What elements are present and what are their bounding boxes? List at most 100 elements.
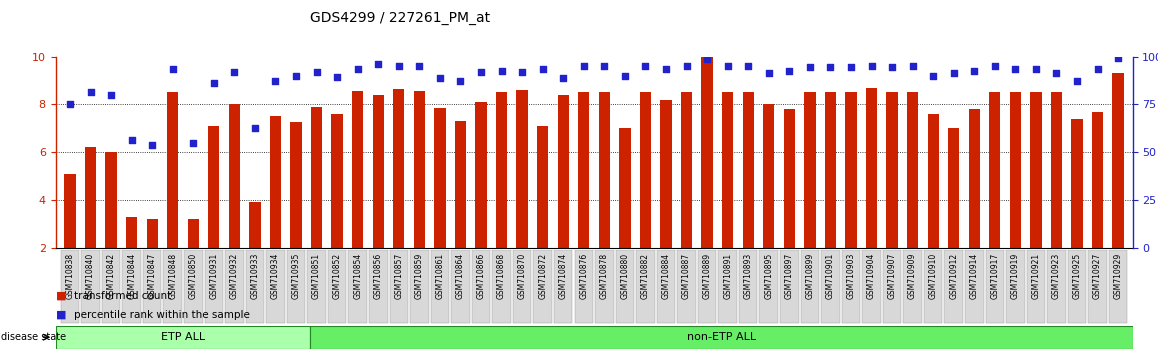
Bar: [513, 250, 532, 323]
Text: GSM710903: GSM710903: [846, 252, 856, 299]
Bar: [455, 121, 467, 248]
Bar: [492, 250, 511, 323]
Point: [800, 64, 819, 70]
Bar: [476, 102, 486, 248]
Point: [636, 63, 654, 69]
Bar: [60, 250, 79, 323]
Bar: [229, 104, 240, 248]
Text: disease state: disease state: [1, 332, 66, 342]
Bar: [81, 250, 100, 323]
Bar: [698, 250, 717, 323]
Point: [1109, 55, 1128, 61]
Bar: [85, 147, 96, 248]
Bar: [845, 92, 857, 248]
Text: ETP ALL: ETP ALL: [161, 332, 205, 342]
Point: [369, 61, 388, 67]
Text: GSM710931: GSM710931: [210, 252, 219, 299]
Text: GDS4299 / 227261_PM_at: GDS4299 / 227261_PM_at: [310, 11, 491, 25]
Bar: [739, 250, 757, 323]
Point: [163, 66, 182, 72]
Bar: [965, 250, 983, 323]
Point: [81, 90, 100, 95]
Point: [1089, 66, 1107, 72]
Bar: [245, 250, 264, 323]
Bar: [126, 217, 138, 248]
Bar: [968, 109, 980, 248]
Point: [471, 69, 490, 75]
Text: percentile rank within the sample: percentile rank within the sample: [74, 310, 250, 320]
Text: GSM710895: GSM710895: [764, 252, 774, 299]
Bar: [616, 250, 635, 323]
Point: [821, 64, 840, 70]
Bar: [639, 92, 651, 248]
Bar: [681, 92, 692, 248]
Bar: [574, 250, 593, 323]
Point: [1047, 70, 1065, 76]
Text: GSM710880: GSM710880: [621, 252, 630, 299]
Text: GSM710882: GSM710882: [640, 252, 650, 298]
Point: [842, 64, 860, 70]
Bar: [866, 88, 877, 248]
Bar: [1092, 112, 1104, 248]
Text: GSM710851: GSM710851: [313, 252, 321, 299]
Bar: [636, 250, 654, 323]
Text: GSM710857: GSM710857: [395, 252, 403, 299]
Text: GSM710838: GSM710838: [66, 252, 74, 299]
Point: [225, 69, 243, 75]
Bar: [842, 250, 860, 323]
Text: GSM710887: GSM710887: [682, 252, 691, 299]
Text: GSM710932: GSM710932: [230, 252, 239, 299]
Point: [945, 70, 963, 76]
Point: [1068, 78, 1086, 83]
Text: GSM710848: GSM710848: [168, 252, 177, 299]
Bar: [434, 108, 446, 248]
Text: GSM710893: GSM710893: [743, 252, 753, 299]
Bar: [948, 128, 959, 248]
Point: [184, 140, 203, 145]
Point: [205, 80, 223, 86]
Bar: [205, 250, 223, 323]
Text: GSM710840: GSM710840: [86, 252, 95, 299]
Text: GSM710917: GSM710917: [990, 252, 999, 299]
Text: non-ETP ALL: non-ETP ALL: [687, 332, 756, 342]
Bar: [369, 250, 388, 323]
Point: [657, 66, 675, 72]
Bar: [328, 250, 346, 323]
Point: [574, 63, 593, 69]
Text: GSM710861: GSM710861: [435, 252, 445, 299]
Point: [1027, 66, 1046, 72]
Bar: [1031, 92, 1041, 248]
Text: GSM710921: GSM710921: [1032, 252, 1040, 299]
Text: GSM710878: GSM710878: [600, 252, 609, 299]
Text: GSM710884: GSM710884: [661, 252, 670, 299]
Bar: [105, 152, 117, 248]
Text: GSM710866: GSM710866: [476, 252, 485, 299]
Text: GSM710850: GSM710850: [189, 252, 198, 299]
Point: [534, 66, 552, 72]
Bar: [718, 250, 736, 323]
Bar: [1010, 92, 1021, 248]
Point: [307, 69, 325, 75]
Point: [452, 78, 470, 83]
Bar: [784, 109, 794, 248]
Bar: [1109, 250, 1128, 323]
Bar: [266, 250, 285, 323]
Bar: [863, 250, 881, 323]
Bar: [163, 250, 182, 323]
Point: [349, 66, 367, 72]
Text: ■: ■: [56, 291, 66, 301]
Point: [266, 78, 285, 83]
Text: GSM710889: GSM710889: [703, 252, 712, 299]
Text: GSM710929: GSM710929: [1114, 252, 1122, 299]
Bar: [307, 250, 325, 323]
Point: [492, 68, 511, 74]
Bar: [431, 250, 449, 323]
Bar: [373, 95, 384, 248]
Bar: [1089, 250, 1107, 323]
Text: GSM710927: GSM710927: [1093, 252, 1102, 299]
Bar: [312, 107, 322, 248]
Bar: [394, 89, 404, 248]
Bar: [702, 57, 712, 248]
Point: [554, 75, 572, 81]
Point: [102, 92, 120, 98]
